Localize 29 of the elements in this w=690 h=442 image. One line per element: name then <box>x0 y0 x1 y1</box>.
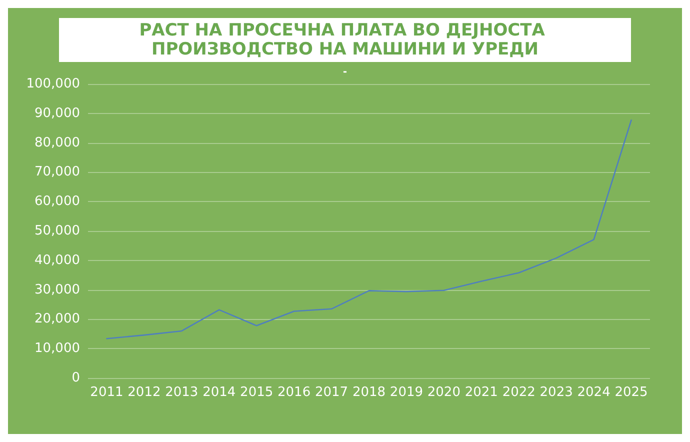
y-tick-label: 20,000 <box>34 312 80 327</box>
x-tick-label: 2017 <box>314 385 348 400</box>
x-tick-label: 2022 <box>502 385 536 400</box>
y-tick-label: 90,000 <box>34 106 80 121</box>
y-tick-label: 10,000 <box>34 341 80 356</box>
x-tick-label: 2013 <box>165 385 198 400</box>
y-tick-label: 30,000 <box>34 282 80 298</box>
x-tick-label: 2023 <box>540 385 573 400</box>
y-tick-label: 100,000 <box>26 76 80 92</box>
y-tick-label: 0 <box>72 370 80 386</box>
x-tick-label: 2020 <box>427 385 460 400</box>
x-tick-label: 2011 <box>90 385 124 400</box>
y-tick-label: 40,000 <box>34 252 80 268</box>
chart-title: РАСТ НА ПРОСЕЧНА ПЛАТА ВО ДЕЈНОСТА ПРОИЗВОДСТВО НА МАШИНИ И УРЕДИ <box>139 20 551 60</box>
chart-subtitle: - <box>343 64 347 78</box>
x-tick-label: 2019 <box>390 385 424 400</box>
x-tick-label: 2024 <box>577 385 610 400</box>
line-series <box>106 120 632 340</box>
y-tick-label: 80,000 <box>34 135 80 150</box>
x-tick-label: 2021 <box>464 385 498 400</box>
y-tick-label: 70,000 <box>34 164 80 180</box>
y-tick-label: 60,000 <box>34 194 80 210</box>
x-tick-label: 2016 <box>278 385 311 400</box>
x-tick-label: 2025 <box>614 385 648 400</box>
x-tick-label: 2014 <box>202 385 236 400</box>
x-tick-label: 2018 <box>352 385 386 400</box>
y-tick-label: 50,000 <box>34 224 80 238</box>
x-tick-label: 2015 <box>240 385 274 400</box>
x-tick-label: 2012 <box>128 385 161 400</box>
